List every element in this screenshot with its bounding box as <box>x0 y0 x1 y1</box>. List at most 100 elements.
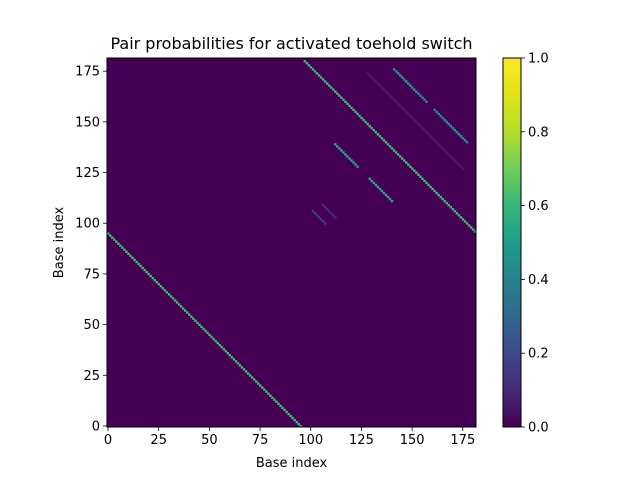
colorbar <box>502 57 522 428</box>
heatmap-cell <box>435 191 438 195</box>
heatmap-cell <box>413 169 416 172</box>
heatmap-cell <box>319 218 323 221</box>
heatmap-cell <box>332 214 335 217</box>
heatmap-cell <box>334 90 337 93</box>
heatmap-cell <box>330 212 333 215</box>
heatmap-cell <box>109 234 112 237</box>
heatmap-cell <box>415 90 418 93</box>
colorbar-tick-label: 0.8 <box>528 125 549 140</box>
heatmap-cell <box>376 133 380 136</box>
heatmap-cell <box>283 408 286 412</box>
heatmap-cell <box>451 208 455 211</box>
heatmap-cell <box>372 128 375 132</box>
heatmap-cell <box>457 163 461 166</box>
heatmap-cell <box>435 141 438 144</box>
heatmap-cell <box>151 276 154 280</box>
heatmap-cell <box>238 364 242 367</box>
x-tick-label: 0 <box>104 433 112 448</box>
heatmap-cell <box>429 185 432 189</box>
heatmap-cell <box>167 293 171 296</box>
heatmap-cell <box>419 94 422 97</box>
heatmap-cell <box>447 203 450 207</box>
heatmap-cell <box>441 116 444 120</box>
heatmap-cell <box>344 100 347 103</box>
heatmap-cell <box>461 137 465 140</box>
heatmap-cell <box>431 187 434 191</box>
heatmap-cell <box>226 351 229 355</box>
heatmap-cell <box>380 189 384 193</box>
heatmap-cell <box>319 76 323 79</box>
heatmap-cell <box>467 224 471 227</box>
heatmap-cell <box>230 356 234 359</box>
heatmap-cell <box>441 197 444 201</box>
heatmap-cell <box>378 84 382 87</box>
heatmap-cell <box>184 309 187 312</box>
heatmap-cell <box>461 167 465 170</box>
x-tick-label: 175 <box>450 433 475 448</box>
heatmap-cell <box>334 143 337 146</box>
heatmap-cell <box>411 167 414 170</box>
y-tick-label: 175 <box>75 65 100 80</box>
heatmap-cell <box>303 60 307 63</box>
chart-title: Pair probabilities for activated toehold… <box>110 34 472 53</box>
heatmap-cell <box>315 72 319 75</box>
heatmap-cell <box>421 177 424 180</box>
heatmap-cell <box>445 120 448 124</box>
heatmap-cell <box>403 108 406 112</box>
heatmap-cell <box>376 82 380 85</box>
heatmap-cell <box>206 331 209 335</box>
heatmap-cell <box>421 96 424 99</box>
colorbar-tick-label: 0.2 <box>528 347 549 362</box>
colorbar-tick-label: 0.0 <box>528 421 549 436</box>
heatmap-cell <box>117 242 120 245</box>
heatmap-cell <box>165 291 169 294</box>
heatmap-cell <box>409 114 412 118</box>
heatmap-cell <box>342 98 345 101</box>
heatmap-cell <box>321 203 325 207</box>
heatmap-cell <box>461 218 465 221</box>
heatmap-cell <box>370 179 373 183</box>
heatmap-cell <box>380 86 384 89</box>
heatmap-cell <box>202 327 205 331</box>
heatmap-cell <box>405 110 408 114</box>
heatmap-cell <box>220 345 223 349</box>
heatmap-cell <box>411 116 414 120</box>
heatmap-cell <box>198 323 201 326</box>
heatmap-cell <box>415 171 418 174</box>
heatmap-cell <box>123 248 126 251</box>
heatmap-cell <box>352 161 355 164</box>
heatmap-cell <box>449 155 453 158</box>
heatmap-cell <box>113 238 116 241</box>
heatmap-cell <box>396 153 400 156</box>
y-tick-label: 25 <box>83 369 100 384</box>
plot-frame <box>106 57 477 428</box>
heatmap-cell <box>157 283 161 286</box>
heatmap-cell <box>340 96 343 99</box>
heatmap-cell <box>407 163 410 166</box>
heatmap-cell <box>392 68 396 71</box>
heatmap-cell <box>317 74 321 77</box>
heatmap-cell <box>451 157 455 160</box>
heatmap-cell <box>439 195 442 199</box>
heatmap-cell <box>305 62 309 65</box>
heatmap-cell <box>471 228 475 231</box>
heatmap-cell <box>368 124 371 128</box>
heatmap-cell <box>171 297 175 300</box>
heatmap-cell <box>279 404 282 408</box>
heatmap-cell <box>465 222 469 225</box>
heatmap-cell <box>196 321 199 324</box>
heatmap-cell <box>384 90 388 93</box>
heatmap-cell <box>234 360 238 363</box>
heatmap-cell <box>323 80 327 83</box>
heatmap-cell <box>457 214 461 217</box>
heatmap-cell <box>145 270 148 274</box>
heatmap-cell <box>427 133 430 136</box>
heatmap-cell <box>392 149 396 152</box>
heatmap-cell <box>459 135 463 138</box>
heatmap-cell <box>323 206 327 209</box>
heatmap-cell <box>311 68 315 71</box>
heatmap-cell <box>323 222 327 225</box>
heatmap-cell <box>261 386 264 389</box>
heatmap-cell <box>336 92 339 95</box>
heatmap-cell <box>269 394 272 397</box>
